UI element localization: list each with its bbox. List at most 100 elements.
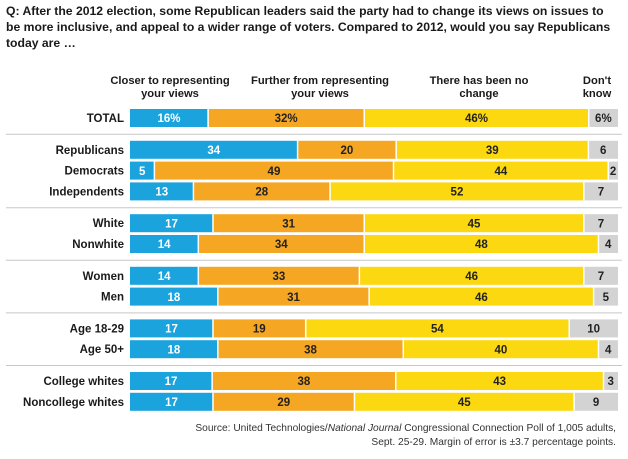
bar-college-whites-closer-to-representing-your-views	[130, 372, 213, 390]
value-label-republicans-further-from-representing-your-views: 20	[340, 145, 353, 157]
bar-age-50-further-from-representing-your-views	[217, 340, 404, 359]
value-label-college-whites-there-has-been-no-change: 43	[493, 376, 506, 388]
bar-republicans-there-has-been-no-change	[396, 140, 589, 159]
bar-democrats-don-t-know	[608, 161, 618, 180]
source-prefix: Source: United Technologies/	[195, 423, 328, 434]
bar-men-further-from-representing-your-views	[217, 287, 370, 306]
bar-men-there-has-been-no-change	[369, 287, 594, 306]
value-label-men-closer-to-representing-your-views: 18	[168, 292, 181, 304]
bar-nonwhite-don-t-know	[598, 235, 618, 253]
value-label-women-closer-to-representing-your-views: 14	[158, 271, 171, 283]
value-label-independents-further-from-representing-your-views: 28	[255, 187, 268, 199]
bar-independents-closer-to-representing-your-views	[130, 182, 194, 201]
value-label-age-18-29-don-t-know: 10	[587, 324, 600, 336]
value-label-age-50-closer-to-representing-your-views: 18	[168, 344, 181, 356]
value-label-age-50-there-has-been-no-change: 40	[494, 344, 507, 356]
bar-independents-don-t-know	[583, 182, 618, 201]
bar-men-closer-to-representing-your-views	[130, 287, 218, 306]
value-label-republicans-closer-to-representing-your-views: 34	[207, 145, 220, 157]
value-label-noncollege-whites-further-from-representing-your-views: 29	[277, 397, 290, 409]
value-label-total-further-from-representing-your-views: 32%	[275, 113, 298, 125]
bar-age-50-closer-to-representing-your-views	[130, 340, 218, 359]
bar-noncollege-whites-closer-to-representing-your-views	[130, 392, 213, 411]
value-label-age-18-29-there-has-been-no-change: 54	[431, 324, 444, 336]
bar-nonwhite-closer-to-representing-your-views	[130, 235, 199, 253]
value-label-women-don-t-know: 7	[598, 271, 604, 283]
bar-age-18-29-further-from-representing-your-views	[212, 319, 306, 338]
bar-age-18-29-closer-to-representing-your-views	[130, 319, 213, 338]
bar-women-further-from-representing-your-views	[198, 266, 360, 285]
bar-republicans-further-from-representing-your-views	[297, 140, 397, 159]
bar-total-closer-to-representing-your-views	[130, 109, 209, 127]
value-label-white-there-has-been-no-change: 45	[468, 218, 481, 230]
value-label-nonwhite-there-has-been-no-change: 48	[475, 239, 488, 251]
value-label-college-whites-closer-to-representing-your-views: 17	[165, 376, 178, 388]
value-label-democrats-there-has-been-no-change: 44	[494, 166, 507, 178]
bar-white-closer-to-representing-your-views	[130, 214, 213, 233]
source-details: Congressional Connection Poll of 1,005 a…	[371, 423, 616, 448]
bar-women-don-t-know	[583, 266, 618, 285]
legend-no-change: There has been no change	[429, 75, 529, 100]
value-label-women-further-from-representing-your-views: 33	[272, 271, 285, 283]
bar-white-there-has-been-no-change	[364, 214, 584, 233]
value-label-men-there-has-been-no-change: 46	[475, 292, 488, 304]
bar-republicans-don-t-know	[588, 140, 618, 159]
bar-independents-there-has-been-no-change	[330, 182, 584, 201]
value-label-democrats-further-from-representing-your-views: 49	[268, 166, 281, 178]
bar-noncollege-whites-don-t-know	[574, 392, 618, 411]
bar-noncollege-whites-there-has-been-no-change	[354, 392, 575, 411]
value-label-age-18-29-further-from-representing-your-views: 19	[253, 324, 266, 336]
value-label-total-there-has-been-no-change: 46%	[465, 113, 488, 125]
bar-age-50-there-has-been-no-change	[403, 340, 599, 359]
value-label-independents-there-has-been-no-change: 52	[451, 187, 464, 199]
value-label-college-whites-further-from-representing-your-views: 38	[298, 376, 311, 388]
value-label-women-there-has-been-no-change: 46	[465, 271, 478, 283]
bar-total-don-t-know	[588, 109, 618, 127]
value-label-noncollege-whites-closer-to-representing-your-views: 17	[165, 397, 178, 409]
bar-republicans-closer-to-representing-your-views	[130, 140, 298, 159]
bar-nonwhite-further-from-representing-your-views	[198, 235, 365, 253]
row-label-democrats: Democrats	[65, 166, 124, 178]
value-label-white-closer-to-representing-your-views: 17	[165, 218, 178, 230]
legend-dont-know: Don't know	[582, 75, 612, 100]
value-label-nonwhite-don-t-know: 4	[605, 239, 612, 251]
value-label-age-18-29-closer-to-representing-your-views: 17	[165, 324, 178, 336]
bar-women-there-has-been-no-change	[359, 266, 584, 285]
question-text: Q: After the 2012 election, some Republi…	[6, 4, 611, 50]
value-label-men-further-from-representing-your-views: 31	[287, 292, 300, 304]
bar-women-closer-to-representing-your-views	[130, 266, 199, 285]
source-note: Source: United Technologies/National Jou…	[176, 422, 616, 450]
row-label-noncollege-whites: Noncollege whites	[23, 397, 124, 409]
value-label-democrats-don-t-know: 2	[610, 166, 616, 178]
row-label-white: White	[93, 218, 124, 230]
row-label-college-whites: College whites	[43, 376, 124, 388]
bar-democrats-further-from-representing-your-views	[154, 161, 394, 180]
bar-democrats-there-has-been-no-change	[393, 161, 609, 180]
bar-total-further-from-representing-your-views	[208, 109, 365, 127]
row-label-total: TOTAL	[87, 113, 124, 125]
bar-age-50-don-t-know	[598, 340, 618, 359]
bar-white-further-from-representing-your-views	[212, 214, 365, 233]
bar-total-there-has-been-no-change	[364, 109, 589, 127]
value-label-noncollege-whites-there-has-been-no-change: 45	[458, 397, 471, 409]
value-label-college-whites-don-t-know: 3	[608, 376, 614, 388]
source-publication: National Journal	[327, 423, 402, 434]
bar-nonwhite-there-has-been-no-change	[364, 235, 599, 253]
value-label-democrats-closer-to-representing-your-views: 5	[139, 166, 146, 178]
bar-college-whites-further-from-representing-your-views	[212, 372, 396, 390]
value-label-noncollege-whites-don-t-know: 9	[593, 397, 599, 409]
value-label-nonwhite-further-from-representing-your-views: 34	[275, 239, 288, 251]
row-label-men: Men	[101, 292, 124, 304]
bar-independents-further-from-representing-your-views	[193, 182, 331, 201]
value-label-nonwhite-closer-to-representing-your-views: 14	[158, 239, 171, 251]
value-label-white-don-t-know: 7	[598, 218, 604, 230]
value-label-men-don-t-know: 5	[603, 292, 610, 304]
row-label-republicans: Republicans	[56, 145, 124, 157]
value-label-age-50-don-t-know: 4	[605, 344, 612, 356]
bar-college-whites-there-has-been-no-change	[395, 372, 604, 390]
row-label-age-18-29: Age 18-29	[70, 323, 124, 335]
value-label-total-closer-to-representing-your-views: 16%	[158, 113, 181, 125]
value-label-total-don-t-know: 6%	[595, 113, 612, 125]
row-label-age-50: Age 50+	[80, 344, 125, 356]
